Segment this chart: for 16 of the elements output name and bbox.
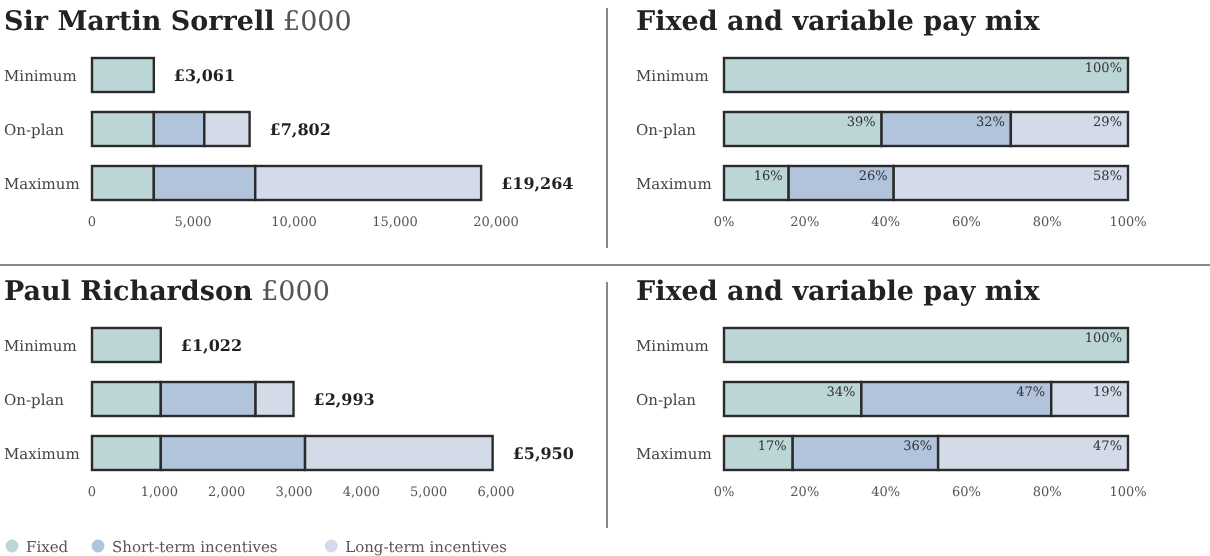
bar: [722, 56, 1130, 94]
chart-title: Fixed and variable pay mix: [636, 6, 1042, 38]
total-label: £7,802: [269, 119, 331, 139]
total-label: £19,264: [501, 173, 575, 193]
chart-title: Fixed and variable pay mix: [636, 276, 1042, 308]
chart-title: Paul Richardson: [4, 276, 253, 308]
chart-subtitle: £000: [274, 6, 352, 38]
total-label: £2,993: [313, 389, 376, 409]
bar: [722, 326, 1130, 364]
chart-subtitle: £000: [252, 276, 330, 308]
total-label: £3,061: [173, 65, 236, 85]
total-label: £5,950: [512, 443, 575, 463]
bar: [90, 56, 156, 94]
total-label: £1,022: [180, 335, 243, 355]
chart-title: Sir Martin Sorrell: [4, 6, 275, 38]
bar: [90, 326, 163, 364]
